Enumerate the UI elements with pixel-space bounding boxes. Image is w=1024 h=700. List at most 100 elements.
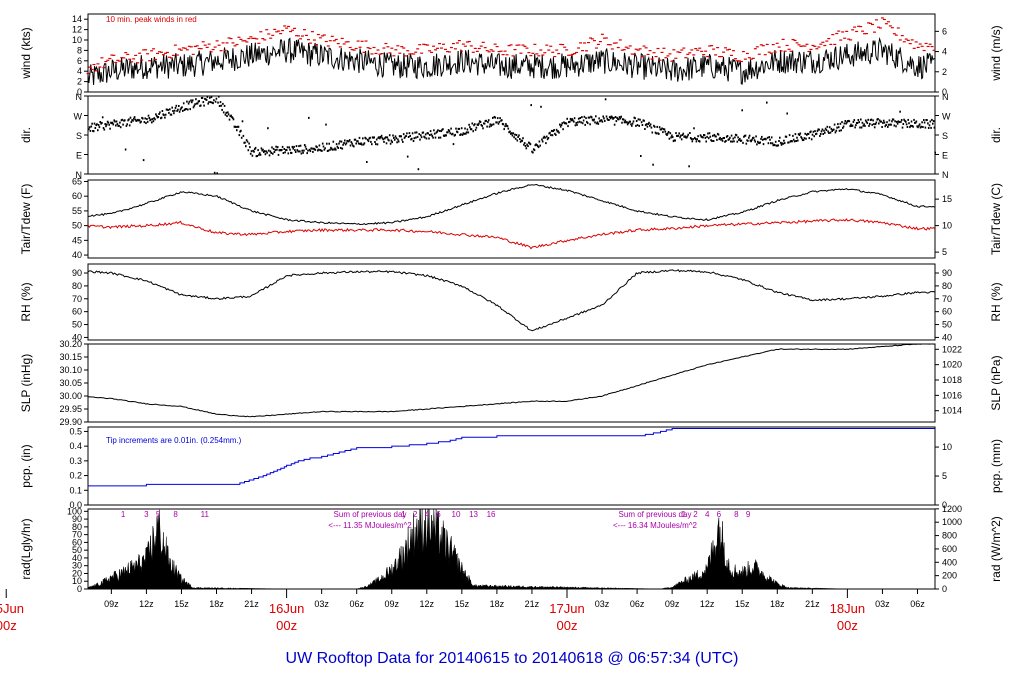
y-tick-label-left: 30: [72, 561, 82, 571]
dir-point: [272, 152, 274, 155]
dir-point: [292, 147, 294, 150]
dir-point: [852, 120, 855, 123]
dir-point: [245, 145, 247, 148]
dir-point: [101, 116, 104, 119]
dir-point: [347, 140, 349, 143]
dir-point: [736, 140, 739, 143]
y-tick-label-right: 1000: [942, 517, 962, 527]
dir-point: [685, 136, 688, 139]
dir-point: [782, 142, 784, 145]
dir-point: [417, 168, 420, 171]
dir-point: [767, 142, 770, 145]
y-tick-label-left: 4: [77, 66, 82, 76]
dir-point: [780, 143, 783, 146]
dir-point: [406, 155, 409, 158]
dir-point: [174, 106, 177, 109]
dir-point: [119, 126, 122, 129]
dir-point: [622, 118, 625, 121]
dir-point: [909, 124, 912, 127]
dir-point: [90, 125, 93, 128]
dir-point: [429, 134, 431, 136]
dir-point: [353, 145, 355, 148]
dir-point: [906, 126, 909, 128]
dir-point: [837, 123, 839, 126]
dir-point: [495, 121, 497, 124]
dir-point: [427, 132, 429, 135]
dir-point: [732, 137, 734, 140]
dir-point: [395, 137, 398, 140]
dir-point: [340, 140, 343, 143]
dir-point: [349, 144, 352, 147]
y-tick-label-right: 5: [942, 247, 947, 257]
dir-point: [373, 136, 375, 139]
dir-point: [566, 117, 568, 120]
dir-point: [895, 125, 897, 128]
dir-point: [114, 120, 116, 123]
dir-point: [449, 132, 452, 135]
dir-point: [881, 126, 883, 128]
dir-point: [551, 134, 554, 137]
dir-point: [583, 115, 586, 118]
dir-point: [209, 101, 212, 104]
dir-point: [508, 131, 510, 134]
y-tick-label-right: 4: [942, 47, 947, 57]
dir-point: [128, 124, 131, 127]
dir-point: [677, 134, 680, 137]
dir-point: [182, 109, 184, 112]
dir-point: [223, 104, 226, 107]
y-tick-label-left: 50: [72, 545, 82, 555]
dir-point: [159, 111, 161, 114]
dir-point: [718, 138, 721, 141]
dir-point: [829, 131, 832, 134]
dir-point: [273, 151, 276, 153]
dir-point: [905, 123, 908, 126]
dir-point: [860, 126, 863, 129]
dir-point: [735, 134, 738, 137]
dir-point: [389, 142, 392, 145]
x-tick-label: 06z: [630, 599, 645, 609]
dir-point: [161, 110, 164, 112]
dir-point: [860, 118, 862, 121]
dir-point: [897, 120, 900, 123]
dir-point: [656, 125, 658, 128]
dir-point: [241, 120, 244, 123]
panel-frame-0: [87, 13, 936, 93]
dir-point: [527, 145, 529, 148]
dir-point: [576, 123, 578, 126]
y-tick-label-right: 1020: [942, 360, 962, 370]
x-tick-label: 21z: [525, 599, 540, 609]
x-tick-label: 15z: [455, 599, 470, 609]
dir-point: [546, 138, 549, 141]
dir-point: [403, 136, 406, 139]
dir-point: [401, 138, 403, 141]
dir-point: [725, 140, 727, 142]
dir-point: [475, 126, 478, 129]
dir-point: [245, 139, 248, 142]
dir-point: [115, 124, 117, 127]
dir-point: [582, 119, 585, 122]
wind-annotation: 10 min. peak winds in red: [106, 15, 197, 24]
y-tick-label-left: 0.0: [69, 500, 82, 510]
dir-point: [921, 121, 923, 124]
dir-point: [774, 140, 777, 143]
dir-point: [423, 135, 425, 138]
dir-point: [750, 140, 752, 143]
dir-point: [692, 138, 694, 141]
dir-point: [704, 136, 707, 139]
dir-point: [219, 101, 222, 104]
y-tick-label-left: 65: [72, 176, 82, 186]
dir-point: [451, 132, 454, 135]
dir-point: [307, 149, 309, 152]
dir-point: [584, 123, 586, 126]
x-tick-label: 03z: [314, 599, 329, 609]
dir-point: [923, 119, 925, 121]
dir-point: [863, 123, 865, 126]
dir-point: [337, 147, 339, 149]
dir-point: [824, 127, 827, 130]
dir-point: [254, 146, 257, 149]
dir-point: [343, 142, 345, 144]
dir-point: [326, 150, 329, 152]
dir-point: [729, 136, 731, 139]
dir-point: [818, 128, 820, 131]
dir-point: [447, 131, 449, 134]
